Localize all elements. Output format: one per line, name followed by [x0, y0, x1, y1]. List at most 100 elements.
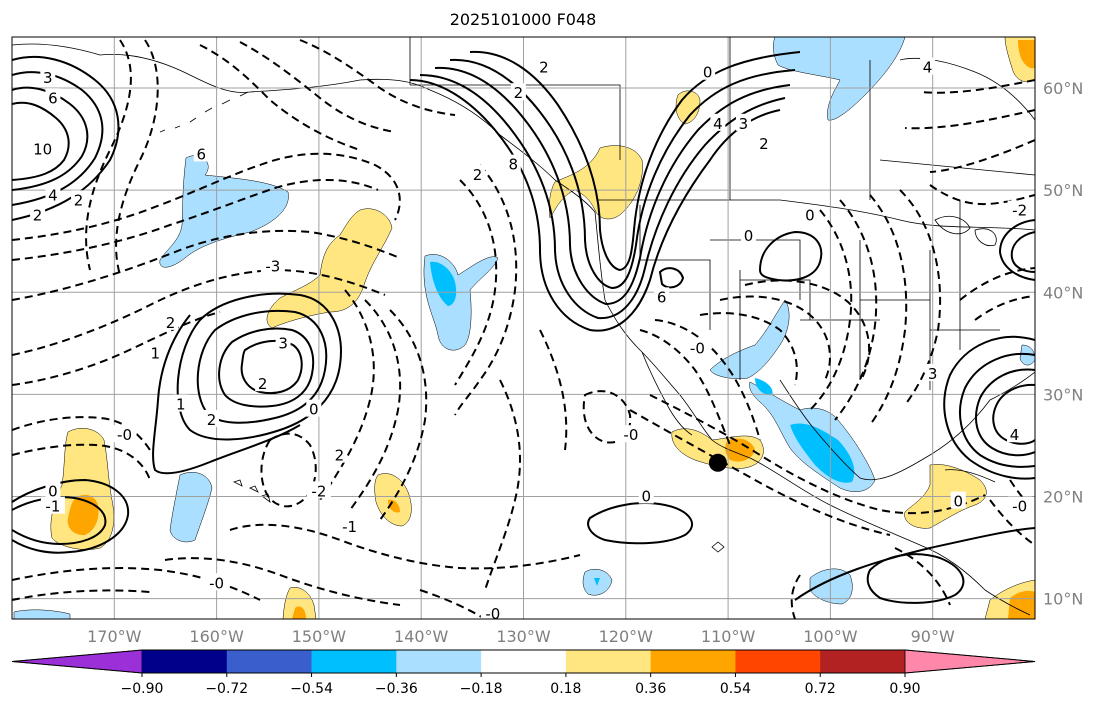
contour-line	[699, 312, 798, 386]
contour-label-background	[741, 226, 757, 244]
contour-label: -2	[1012, 202, 1027, 220]
shade-negative-core	[430, 261, 457, 306]
contour-line	[809, 209, 853, 411]
colorbar-tick-label: −0.72	[205, 681, 248, 697]
colorbar-segment	[311, 650, 397, 673]
latitude-labels: 10°N 20°N 30°N 40°N 50°N 60°N	[1043, 79, 1083, 609]
colorbar-segment	[565, 650, 652, 673]
contour-line	[164, 557, 401, 606]
colorbar-segment	[820, 650, 906, 673]
contour-label: 0	[954, 493, 964, 511]
us-state-lines	[639, 200, 1000, 390]
colorbar-segment	[142, 650, 228, 673]
contour-label: 3	[928, 365, 938, 383]
contour-line	[349, 299, 402, 511]
contour-line	[379, 309, 428, 521]
contour-label: -0	[623, 426, 638, 444]
contour-label-background	[1007, 496, 1032, 514]
contour-label: 4	[923, 59, 933, 77]
shade-negative-core	[755, 378, 773, 396]
contour-line	[12, 152, 401, 241]
longitude-tick-label: 90°W	[911, 627, 955, 646]
contour-line	[790, 574, 801, 619]
contour-label: -3	[265, 258, 280, 276]
location-marker	[708, 453, 727, 472]
gridlines-layer	[12, 37, 1035, 619]
contour-label-background	[147, 343, 163, 361]
contour-line	[469, 50, 801, 272]
contour-label: 3	[278, 334, 288, 352]
contour-label-background	[536, 57, 552, 75]
contour-label: 4	[48, 186, 58, 204]
longitude-tick-label: 150°W	[292, 627, 347, 646]
contour-line	[12, 478, 130, 554]
contour-line	[454, 164, 518, 416]
contour-line	[152, 314, 301, 475]
contour-line	[866, 553, 965, 604]
contour-line	[12, 86, 89, 191]
contour-line	[943, 335, 1035, 480]
contour-label: -0	[117, 426, 132, 444]
shade-positive-core	[292, 606, 306, 619]
contour-label-background	[950, 491, 966, 509]
longitude-labels: 170°W 160°W 150°W 140°W 130°W 120°W 110°W 100°W…	[87, 627, 955, 646]
contour-label-background	[45, 481, 61, 499]
contour-label: -2	[311, 482, 326, 500]
contour-label: 3	[739, 115, 749, 133]
small-island	[711, 541, 725, 553]
contour-label: 2	[473, 166, 483, 184]
contour-label-background	[638, 486, 654, 504]
colorbar-tick-label: 0.90	[889, 681, 920, 697]
contour-line	[894, 547, 951, 606]
contour-label-background	[70, 190, 86, 208]
contour-line	[434, 66, 791, 306]
contour-label: -0	[690, 339, 705, 357]
map-frame	[11, 36, 1036, 620]
contour-label-background	[1007, 425, 1023, 443]
contour-label: 4	[713, 115, 723, 133]
contour-label-background	[469, 164, 485, 182]
colorbar-tick-label: 0.54	[720, 681, 751, 697]
shade-positive-region	[548, 145, 643, 220]
contour-line	[85, 39, 132, 271]
contour-label-background	[306, 481, 331, 499]
contour-line	[449, 58, 796, 290]
contour-label-background	[30, 205, 46, 223]
contour-label-background	[112, 425, 137, 443]
colorbar-tick-label: −0.36	[375, 681, 418, 697]
contour-line	[1010, 231, 1035, 273]
contour-label-background	[260, 256, 285, 274]
longitude-tick-label: 140°W	[394, 627, 449, 646]
contour-line	[12, 268, 386, 356]
contour-label-background	[505, 154, 521, 172]
contour-label: 10	[33, 140, 52, 158]
contour-label-background	[306, 399, 322, 417]
contour-label-background	[275, 333, 291, 351]
contour-line	[649, 394, 986, 515]
contour-label: 4	[1010, 426, 1020, 444]
contour-line	[929, 139, 1035, 173]
contour-label: -0	[1012, 498, 1027, 516]
shade-positive-region	[282, 587, 317, 619]
colorbar-tick-label: 0.72	[805, 681, 836, 697]
contour-line	[12, 56, 120, 221]
us-canada-border	[598, 199, 1035, 231]
contour-line	[12, 416, 151, 451]
colorbar-tick-label: 0.18	[550, 681, 581, 697]
contour-label-background	[654, 287, 670, 305]
shade-positive-core	[725, 438, 755, 462]
contour-label: 0	[744, 227, 754, 245]
contour-line	[409, 79, 781, 332]
contour-label: 2	[74, 191, 84, 209]
contour-label: 1	[150, 345, 160, 363]
contour-label: -0	[485, 605, 500, 623]
contour-label-background	[45, 185, 61, 203]
contour-line	[229, 523, 581, 570]
shade-positive-region	[50, 428, 115, 550]
contour-line	[919, 79, 1035, 94]
longitude-tick-label: 100°W	[803, 627, 858, 646]
baja-california	[641, 351, 693, 436]
colorbar-segment	[396, 650, 482, 673]
hudson-bay-coast	[899, 57, 1035, 121]
